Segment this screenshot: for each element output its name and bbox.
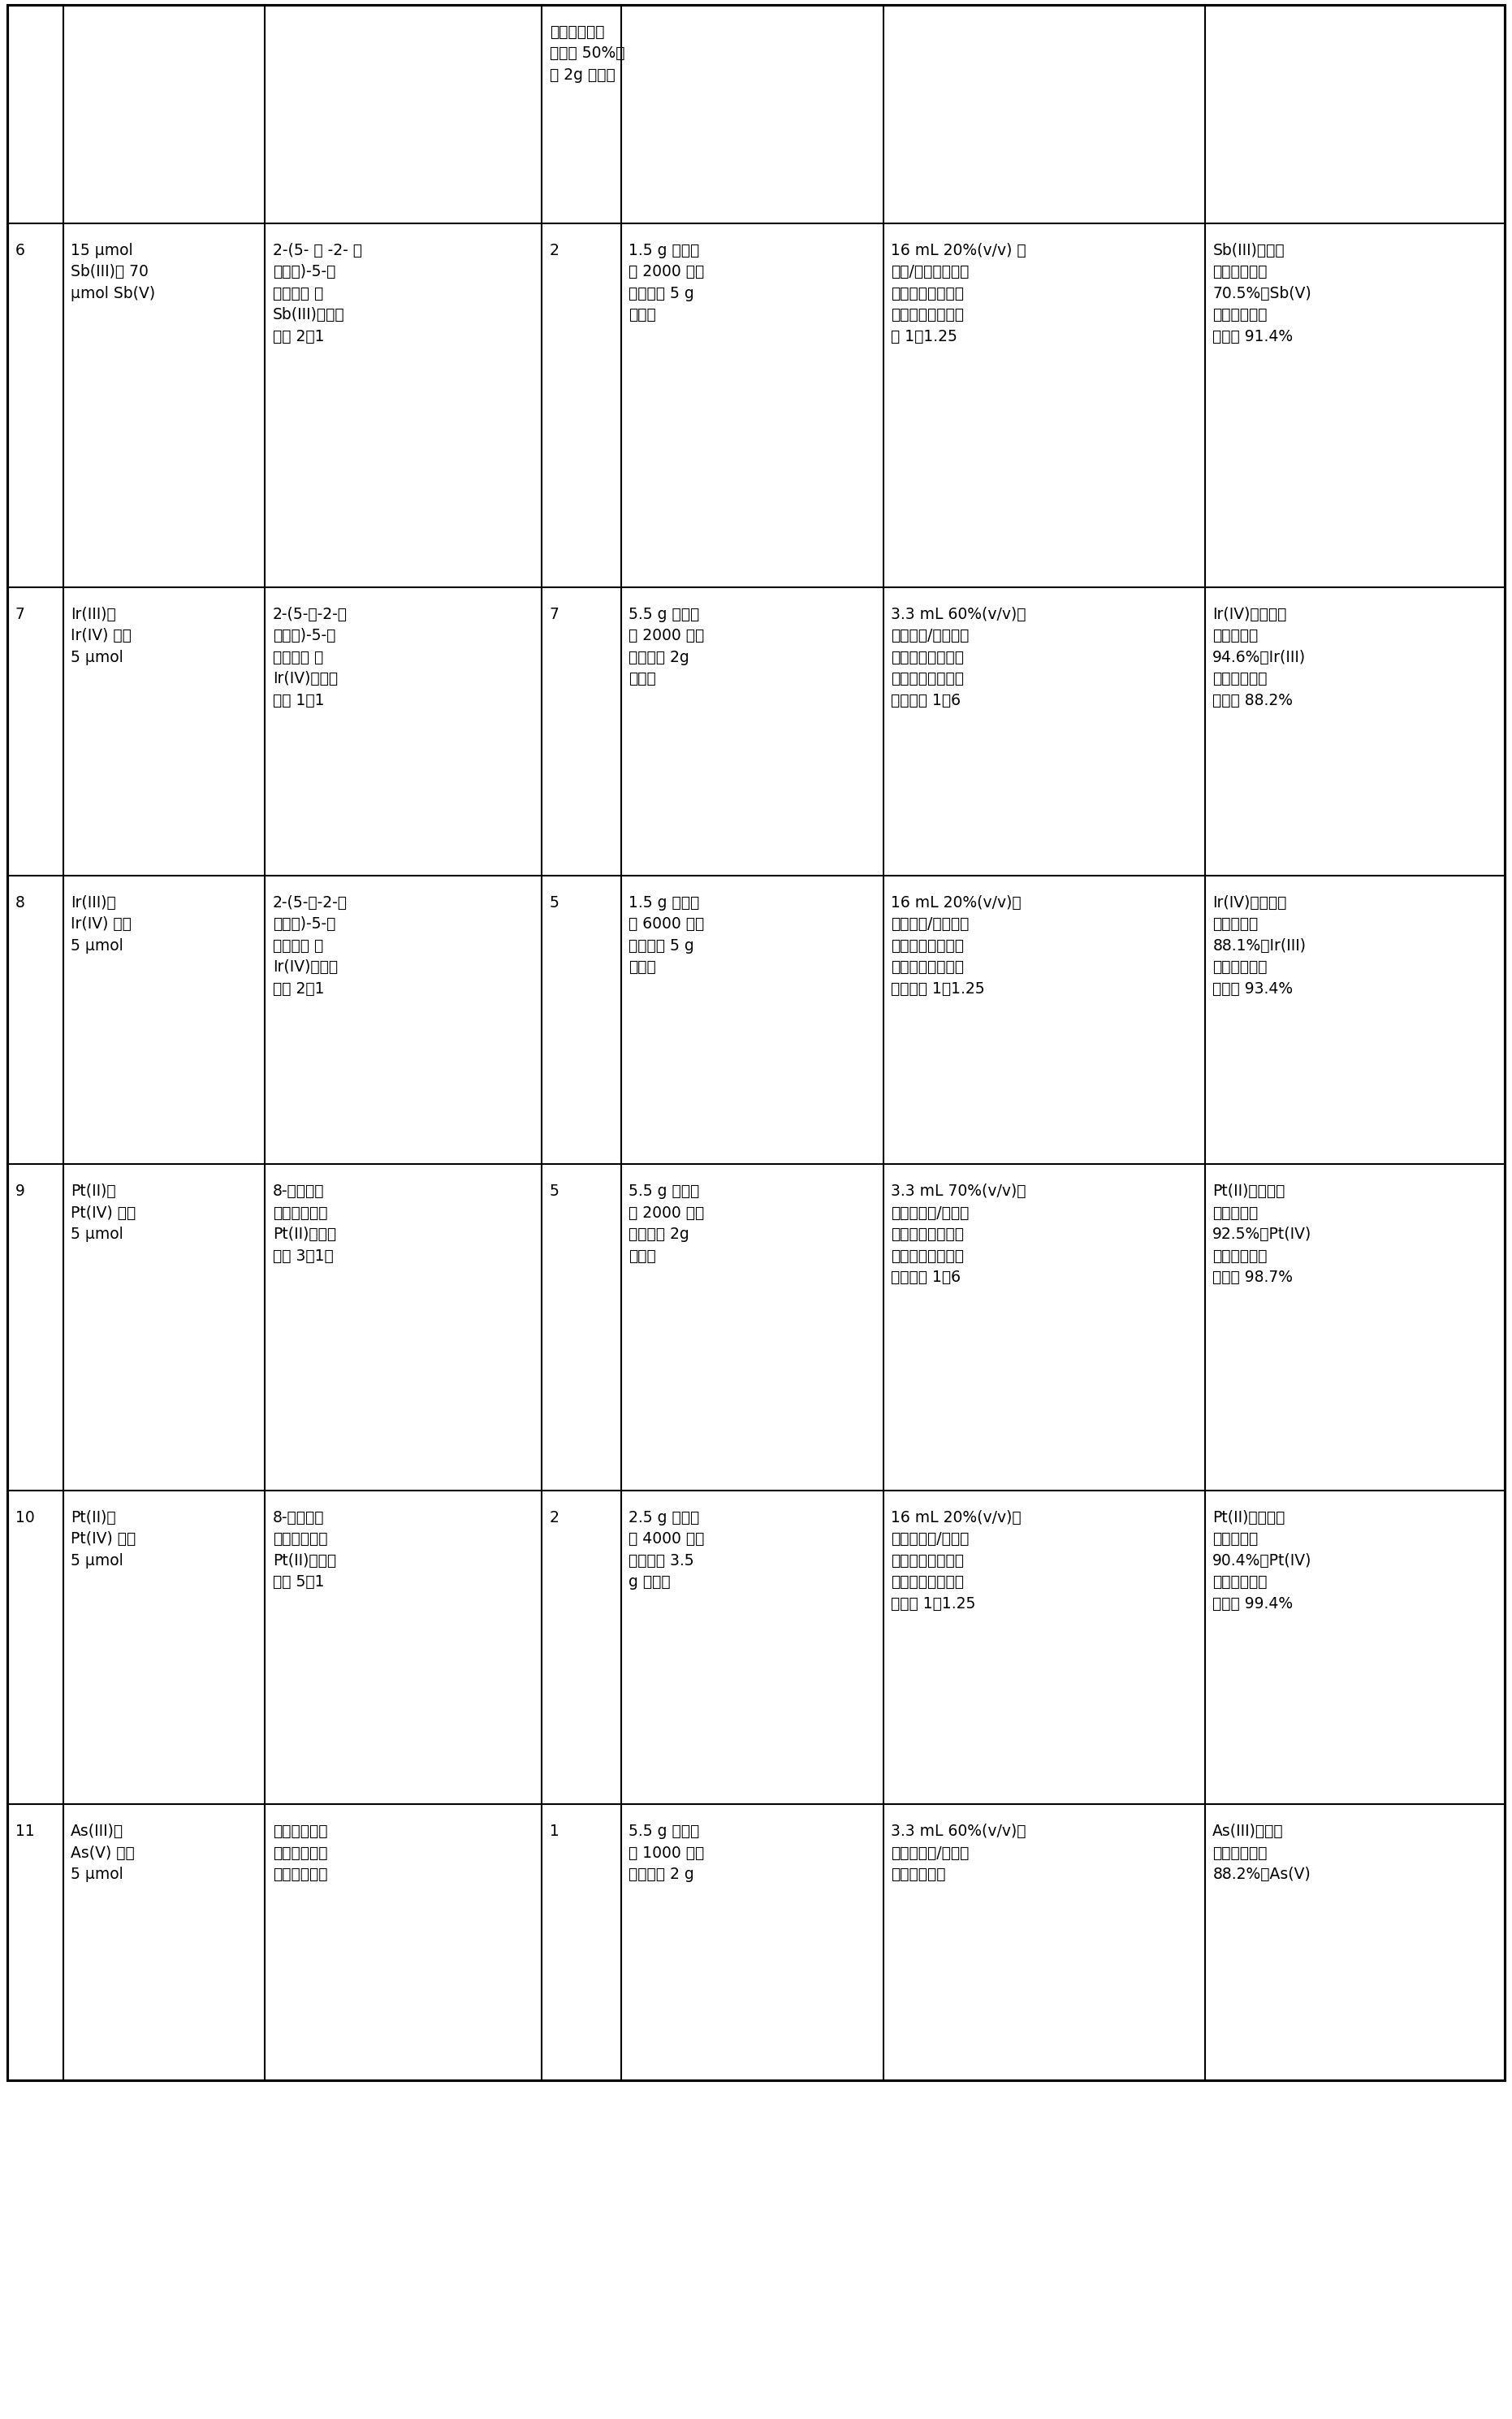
Text: 5: 5 bbox=[549, 1183, 559, 1200]
Text: Pt(II)在中相的
萃取率达到
90.4%，Pt(IV)
在上相的萃取
率达到 99.4%: Pt(II)在中相的 萃取率达到 90.4%，Pt(IV) 在上相的萃取 率达到… bbox=[1213, 1509, 1312, 1611]
Text: 3.3 mL 60%(v/v)三
烷基氧化膦/正辛烷
混合有机，有: 3.3 mL 60%(v/v)三 烷基氧化膦/正辛烷 混合有机，有 bbox=[891, 1824, 1027, 1882]
Text: 16 mL 20%(v/v)三
辛基氧化膦/甲苯混
合有机溶剂，有机
溶剂和水溶液的体
积比为 1：1.25: 16 mL 20%(v/v)三 辛基氧化膦/甲苯混 合有机溶剂，有机 溶剂和水溶… bbox=[891, 1509, 1021, 1611]
Text: 5: 5 bbox=[549, 895, 559, 910]
Text: 11: 11 bbox=[15, 1824, 35, 1838]
Text: 2.5 g 分子量
为 4000 的聚
乙二醇和 3.5
g 硫酸钠: 2.5 g 分子量 为 4000 的聚 乙二醇和 3.5 g 硫酸钠 bbox=[629, 1509, 705, 1589]
Text: 2: 2 bbox=[549, 242, 559, 259]
Text: 10: 10 bbox=[15, 1509, 35, 1526]
Text: 7: 7 bbox=[15, 607, 24, 622]
Text: Sb(III)在中相
的萃取率达到
70.5%，Sb(V)
在上相的萃取
率达到 91.4%: Sb(III)在中相 的萃取率达到 70.5%，Sb(V) 在上相的萃取 率达到… bbox=[1213, 242, 1311, 343]
Text: 16 mL 20%(v/v) 异
丙酮/环己烷混合有
机溶剂，有机溶剂
和水溶液的体积比
为 1：1.25: 16 mL 20%(v/v) 异 丙酮/环己烷混合有 机溶剂，有机溶剂 和水溶液… bbox=[891, 242, 1027, 343]
Text: 8: 8 bbox=[15, 895, 24, 910]
Text: Ir(IV)在中相的
萃取率达到
94.6%，Ir(III)
在上相的萃取
率达到 88.2%: Ir(IV)在中相的 萃取率达到 94.6%，Ir(III) 在上相的萃取 率达… bbox=[1213, 607, 1306, 709]
Text: 二乙基二硫代
氨基甲酸二乙
铵（或吡咯烷: 二乙基二硫代 氨基甲酸二乙 铵（或吡咯烷 bbox=[272, 1824, 328, 1882]
Text: 2-(5-溴-2-吡
啶偶氮)-5-二
乙氨基酚 与
Ir(IV)的摩尔
比为 2：1: 2-(5-溴-2-吡 啶偶氮)-5-二 乙氨基酚 与 Ir(IV)的摩尔 比为 … bbox=[272, 895, 348, 997]
Text: 1: 1 bbox=[549, 1824, 559, 1838]
Text: 8-羟基喹啉
（或硫脲）与
Pt(II)的摩尔
比为 3：1，: 8-羟基喹啉 （或硫脲）与 Pt(II)的摩尔 比为 3：1， bbox=[272, 1183, 336, 1263]
Text: 1.5 g 分子量
为 6000 的聚
乙二醇和 5 g
硫酸铵: 1.5 g 分子量 为 6000 的聚 乙二醇和 5 g 硫酸铵 bbox=[629, 895, 705, 975]
Text: Pt(II)在中相的
萃取率达到
92.5%，Pt(IV)
在上相的萃取
率达到 98.7%: Pt(II)在中相的 萃取率达到 92.5%，Pt(IV) 在上相的萃取 率达到… bbox=[1213, 1183, 1312, 1284]
Text: Ir(III)和
Ir(IV) 均为
5 μmol: Ir(III)和 Ir(IV) 均为 5 μmol bbox=[71, 895, 132, 953]
Text: Pt(II)和
Pt(IV) 均为
5 μmol: Pt(II)和 Pt(IV) 均为 5 μmol bbox=[71, 1509, 136, 1568]
Text: Pt(II)和
Pt(IV) 均为
5 μmol: Pt(II)和 Pt(IV) 均为 5 μmol bbox=[71, 1183, 136, 1241]
Text: 3.3 mL 60%(v/v)磷
酸三丁酯/正十二烷
混合有机溶剂，有
机溶剂和水溶液的
体积比为 1：6: 3.3 mL 60%(v/v)磷 酸三丁酯/正十二烷 混合有机溶剂，有 机溶剂和… bbox=[891, 607, 1027, 709]
Text: Ir(IV)在中相的
萃取率达到
88.1%，Ir(III)
在上相的萃取
率达到 93.4%: Ir(IV)在中相的 萃取率达到 88.1%，Ir(III) 在上相的萃取 率达… bbox=[1213, 895, 1306, 997]
Text: 共聚物的质量
分数为 50%）
和 2g 硫酸钠: 共聚物的质量 分数为 50%） 和 2g 硫酸钠 bbox=[549, 24, 624, 82]
Text: As(III)和
As(V) 均为
5 μmol: As(III)和 As(V) 均为 5 μmol bbox=[71, 1824, 135, 1882]
Text: 2-(5-溴-2-吡
啶偶氮)-5-二
乙氨基酚 与
Ir(IV)的摩尔
比为 1：1: 2-(5-溴-2-吡 啶偶氮)-5-二 乙氨基酚 与 Ir(IV)的摩尔 比为 … bbox=[272, 607, 348, 709]
Text: 6: 6 bbox=[15, 242, 24, 259]
Text: 9: 9 bbox=[15, 1183, 24, 1200]
Text: 2-(5- 溴 -2- 吡
啶偶氮)-5-二
乙氨基酚 与
Sb(III)的摩尔
比为 2：1: 2-(5- 溴 -2- 吡 啶偶氮)-5-二 乙氨基酚 与 Sb(III)的摩尔… bbox=[272, 242, 361, 343]
Text: 16 mL 20%(v/v)磷
酸三丁酯/正十二烷
混合有机溶剂，有
机溶剂和水溶液的
体积比为 1：1.25: 16 mL 20%(v/v)磷 酸三丁酯/正十二烷 混合有机溶剂，有 机溶剂和水… bbox=[891, 895, 1021, 997]
Text: 5.5 g 分子量
为 2000 的聚
乙二醇和 2g
硫酸镁: 5.5 g 分子量 为 2000 的聚 乙二醇和 2g 硫酸镁 bbox=[629, 607, 705, 687]
Text: 5.5 g 分子量
为 1000 的聚
乙二醇和 2 g: 5.5 g 分子量 为 1000 的聚 乙二醇和 2 g bbox=[629, 1824, 705, 1882]
Text: 3.3 mL 70%(v/v)三
烷基氧化膦/正庚烷
混合有机溶剂，有
机溶剂和水溶液的
体积比为 1：6: 3.3 mL 70%(v/v)三 烷基氧化膦/正庚烷 混合有机溶剂，有 机溶剂和… bbox=[891, 1183, 1027, 1284]
Text: 15 μmol
Sb(III)和 70
μmol Sb(V): 15 μmol Sb(III)和 70 μmol Sb(V) bbox=[71, 242, 156, 300]
Text: 7: 7 bbox=[549, 607, 559, 622]
Bar bbox=[8, 5, 1504, 2080]
Text: Ir(III)和
Ir(IV) 均为
5 μmol: Ir(III)和 Ir(IV) 均为 5 μmol bbox=[71, 607, 132, 665]
Text: 1.5 g 分子量
为 2000 的聚
乙二醇和 5 g
硫酸铵: 1.5 g 分子量 为 2000 的聚 乙二醇和 5 g 硫酸铵 bbox=[629, 242, 705, 322]
Text: 2: 2 bbox=[549, 1509, 559, 1526]
Text: 5.5 g 分子量
为 2000 的聚
乙二醇和 2g
硫酸钠: 5.5 g 分子量 为 2000 的聚 乙二醇和 2g 硫酸钠 bbox=[629, 1183, 705, 1263]
Text: As(III)在中相
的萃取率达到
88.2%，As(V): As(III)在中相 的萃取率达到 88.2%，As(V) bbox=[1213, 1824, 1311, 1882]
Text: 8-羟基喹啉
（或硫脲）与
Pt(II)的摩尔
比为 5：1: 8-羟基喹啉 （或硫脲）与 Pt(II)的摩尔 比为 5：1 bbox=[272, 1509, 336, 1589]
